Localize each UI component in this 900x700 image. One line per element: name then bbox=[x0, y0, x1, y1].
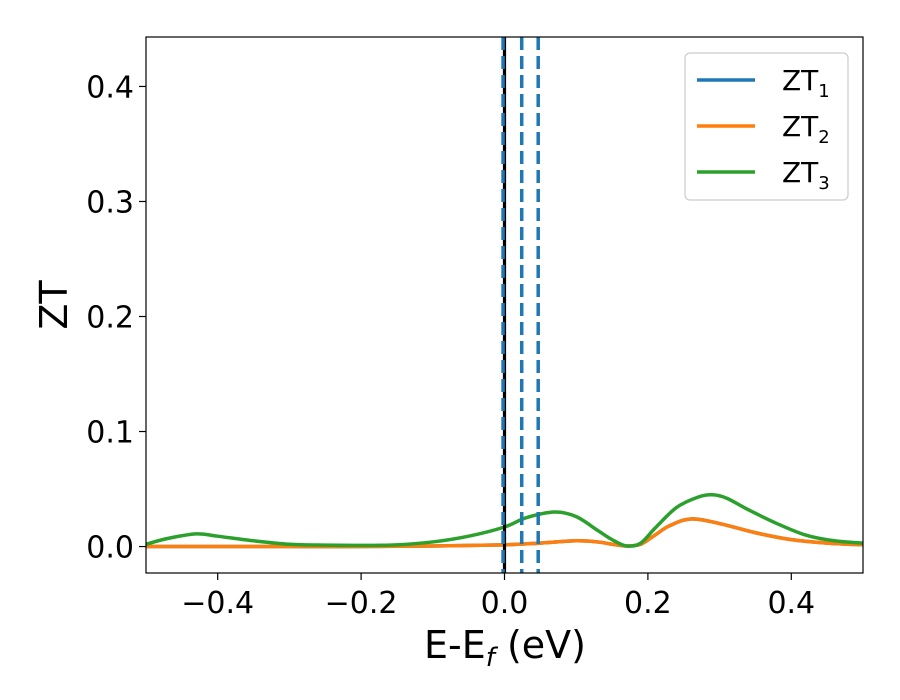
plot-content bbox=[146, 37, 863, 573]
y-tick-label: 0.3 bbox=[86, 185, 134, 220]
x-tick-label: −0.4 bbox=[181, 586, 254, 621]
legend-entry-label: ZT1 bbox=[782, 64, 830, 102]
legend-entry-label: ZT3 bbox=[782, 156, 830, 194]
legend-entry-label: ZT2 bbox=[782, 110, 830, 148]
x-tick-label: 0.2 bbox=[624, 586, 672, 621]
x-axis-label-main: E-E bbox=[424, 623, 486, 667]
axis-ticks: −0.4 −0.2 0.0 0.2 0.4 0.0 0.1 0.2 0.3 0.4 bbox=[86, 70, 815, 621]
x-axis-label-unit: (eV) bbox=[495, 623, 586, 667]
x-tick-label: −0.2 bbox=[325, 586, 398, 621]
y-axis-label: ZT bbox=[32, 280, 76, 330]
y-tick-label: 0.1 bbox=[86, 416, 134, 451]
y-tick-label: 0.0 bbox=[86, 531, 134, 566]
x-axis-label: E-Ef (eV) bbox=[424, 623, 586, 673]
x-tick-label: 0.4 bbox=[767, 586, 815, 621]
x-tick-label: 0.0 bbox=[481, 586, 529, 621]
series-line-zt3 bbox=[146, 492, 863, 548]
y-tick-label: 0.4 bbox=[86, 70, 134, 105]
y-tick-label: 0.2 bbox=[86, 301, 134, 336]
legend: ZT1 ZT2 ZT3 bbox=[684, 52, 849, 201]
legend-box bbox=[684, 52, 849, 201]
